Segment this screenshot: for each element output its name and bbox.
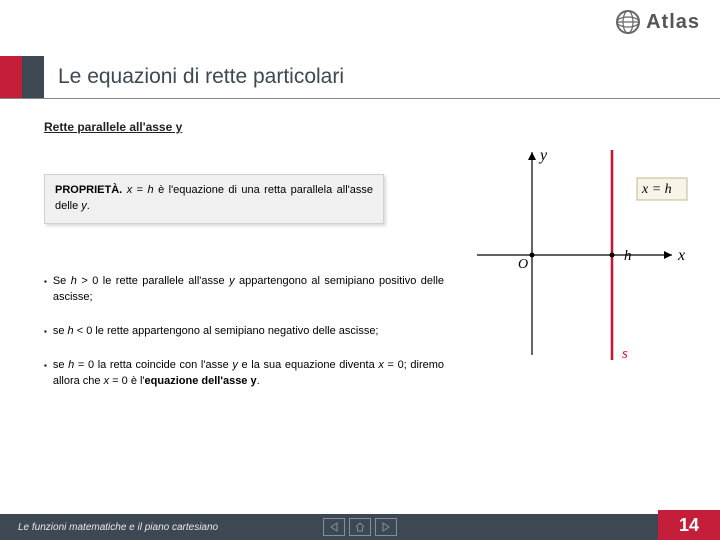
property-box: PROPRIETÀ. x = h è l'equazione di una re… [44, 174, 384, 224]
title-accent-dark [22, 56, 44, 98]
svg-text:s: s [622, 346, 628, 362]
bullet-list: ▪ Se h > 0 le rette parallele all'asse y… [44, 274, 444, 390]
svg-text:h: h [624, 248, 632, 264]
page-title: Le equazioni di rette particolari [58, 65, 344, 89]
logo: Atlas [614, 8, 700, 36]
section-subtitle: Rette parallele all'asse y [44, 120, 700, 134]
logo-text: Atlas [646, 11, 700, 34]
svg-text:x: x [677, 247, 685, 264]
prev-button[interactable] [323, 518, 345, 536]
coordinate-diagram: O y x h s x = h [462, 140, 692, 370]
list-item: ▪ se h = 0 la retta coincide con l'asse … [44, 358, 444, 390]
bullet-icon: ▪ [44, 276, 47, 306]
svg-text:y: y [538, 147, 548, 164]
bullet-text: se h < 0 le rette appartengono al semipi… [53, 324, 444, 340]
footer-bar: Le funzioni matematiche e il piano carte… [0, 514, 720, 540]
property-label: PROPRIETÀ. [55, 184, 122, 196]
list-item: ▪ se h < 0 le rette appartengono al semi… [44, 324, 444, 340]
footer-text: Le funzioni matematiche e il piano carte… [18, 522, 218, 533]
title-underline [0, 98, 720, 99]
bullet-text: Se h > 0 le rette parallele all'asse y a… [53, 274, 444, 306]
nav-controls [323, 518, 397, 536]
home-button[interactable] [349, 518, 371, 536]
bullet-icon: ▪ [44, 326, 47, 340]
title-bar: Le equazioni di rette particolari [0, 56, 720, 98]
page-number: 14 [658, 510, 720, 540]
svg-text:O: O [518, 257, 528, 272]
list-item: ▪ Se h > 0 le rette parallele all'asse y… [44, 274, 444, 306]
globe-icon [614, 8, 642, 36]
title-accent-red [0, 56, 22, 98]
bullet-text: se h = 0 la retta coincide con l'asse y … [53, 358, 444, 390]
svg-text:x = h: x = h [641, 182, 672, 197]
bullet-icon: ▪ [44, 360, 47, 390]
next-button[interactable] [375, 518, 397, 536]
